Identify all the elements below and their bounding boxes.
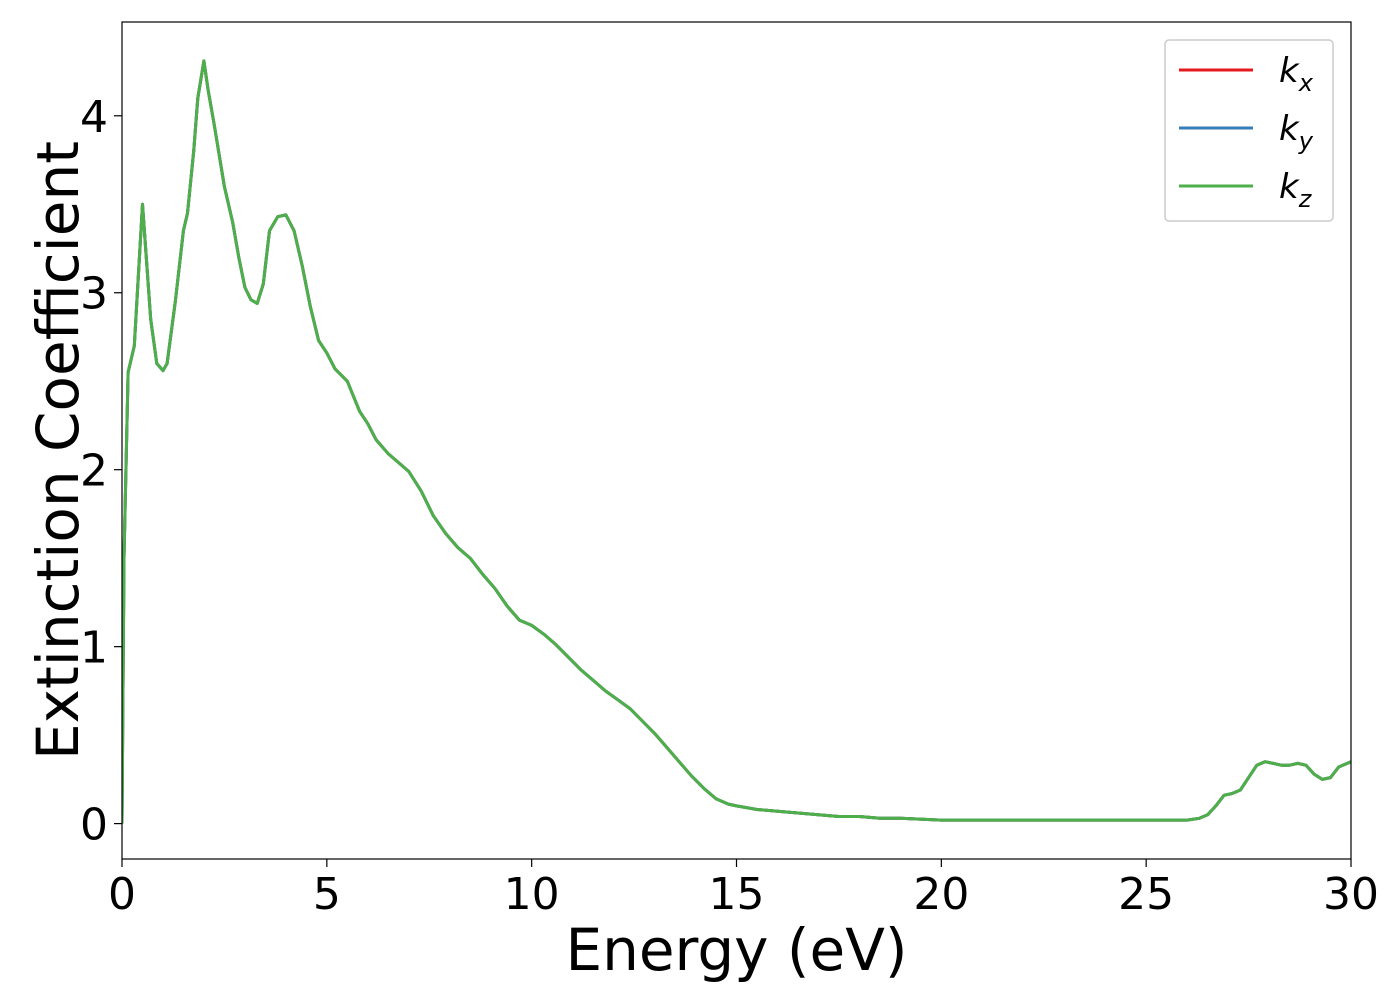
legend-label-subscript: z	[1298, 185, 1313, 213]
x-axis-title: Energy (eV)	[565, 916, 907, 984]
legend-label-subscript: x	[1298, 69, 1314, 97]
x-tick-label: 0	[108, 869, 136, 920]
legend-label-main: k	[1279, 51, 1300, 91]
x-tick-label: 20	[913, 869, 969, 920]
x-tick-label: 10	[504, 869, 560, 920]
y-axis-title: Extinction Coefficient	[24, 141, 92, 760]
x-tick-label: 5	[313, 869, 341, 920]
series-line-kz	[122, 59, 1351, 824]
y-tick-label: 1	[80, 623, 108, 674]
legend-label-kx: kx	[1279, 51, 1314, 97]
ticks-layer: 0 5 10 15 20 25 30 0 1 2 3 4	[80, 92, 1379, 920]
legend-label-main: k	[1279, 109, 1300, 149]
legend-label-subscript: y	[1298, 127, 1314, 155]
y-tick-label: 0	[80, 800, 108, 851]
legend-label-main: k	[1279, 167, 1300, 207]
x-tick-label: 30	[1323, 869, 1379, 920]
y-tick-label: 3	[80, 269, 108, 320]
y-tick-label: 2	[80, 446, 108, 497]
x-tick-label: 25	[1118, 869, 1174, 920]
x-tick-label: 15	[709, 869, 765, 920]
legend-label-ky: ky	[1279, 109, 1314, 155]
legend-label-kz: kz	[1279, 167, 1313, 213]
y-tick-label: 4	[80, 92, 108, 143]
series-layer	[122, 59, 1351, 824]
legend-box	[1164, 39, 1334, 222]
